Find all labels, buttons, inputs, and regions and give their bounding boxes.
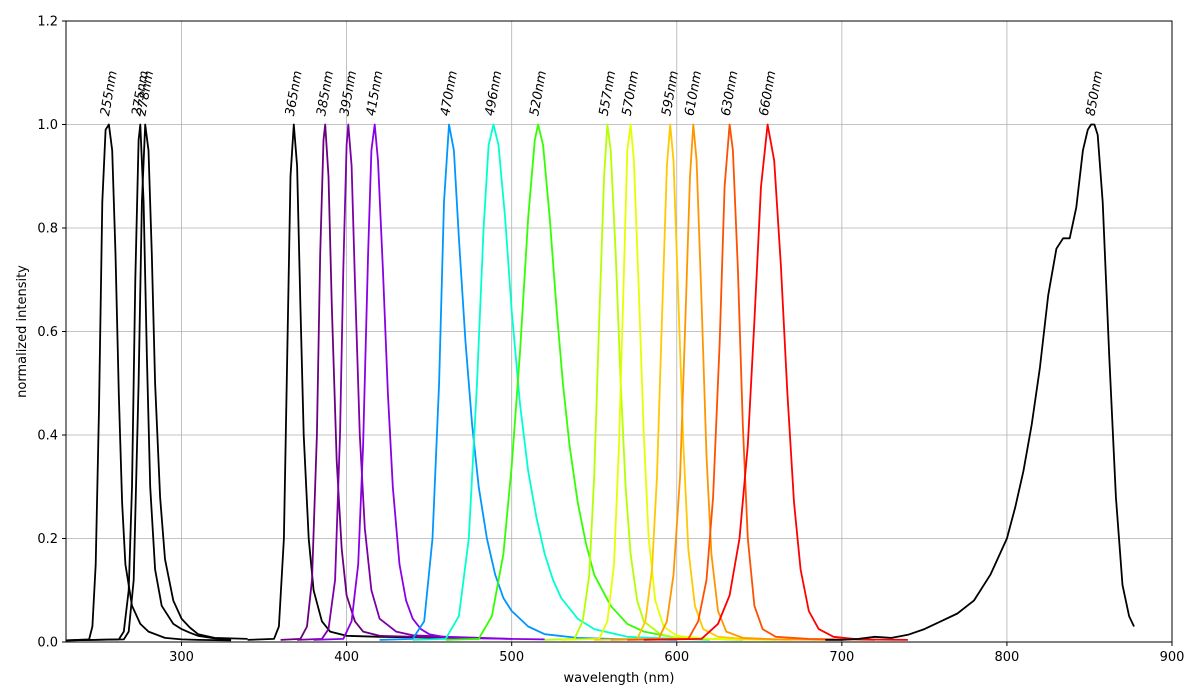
- series-660nm: [643, 123, 908, 641]
- peak-label-660nm: 660nm: [757, 70, 780, 118]
- y-axis-label: normalized intensity: [15, 265, 30, 398]
- series-610nm: [610, 123, 842, 641]
- peak-label-415nm: 415nm: [364, 70, 387, 118]
- series-278nm: [65, 123, 248, 642]
- peak-label-630nm: 630nm: [719, 70, 742, 118]
- peak-label-365nm: 365nm: [283, 70, 306, 118]
- x-axis-ticks: 300 400 500 600 700 800 900: [169, 642, 1184, 665]
- x-tick-label: 700: [829, 650, 854, 665]
- x-tick-label: 500: [499, 650, 524, 665]
- x-tick-label: 300: [169, 650, 194, 665]
- y-tick-label: 1.0: [37, 118, 58, 133]
- x-axis-label: wavelength (nm): [564, 671, 675, 686]
- x-tick-label: 600: [664, 650, 689, 665]
- peak-label-520nm: 520nm: [527, 70, 550, 118]
- y-tick-label: 0.4: [37, 429, 58, 444]
- series-255nm: [65, 123, 232, 642]
- x-tick-label: 900: [1160, 650, 1185, 665]
- series-275nm: [65, 123, 232, 642]
- peak-label-385nm: 385nm: [314, 70, 337, 118]
- y-tick-label: 0.2: [37, 532, 58, 547]
- x-tick-label: 800: [995, 650, 1020, 665]
- series-630nm: [627, 123, 875, 641]
- y-tick-label: 0.8: [37, 222, 58, 237]
- series-lines: [65, 123, 1135, 642]
- series-850nm: [825, 123, 1135, 641]
- peak-label-395nm: 395nm: [337, 70, 360, 118]
- series-470nm: [379, 123, 677, 641]
- series-395nm: [297, 123, 512, 641]
- y-tick-label: 0.6: [37, 325, 58, 340]
- y-tick-label: 1.2: [37, 15, 58, 30]
- peak-label-570nm: 570nm: [620, 70, 643, 118]
- peak-label-255nm: 255nm: [98, 70, 121, 118]
- peak-label-496nm: 496nm: [483, 70, 506, 118]
- series-385nm: [280, 123, 479, 641]
- series-570nm: [561, 123, 793, 641]
- peak-label-595nm: 595nm: [659, 70, 682, 118]
- series-365nm: [247, 123, 446, 641]
- peak-label-850nm: 850nm: [1084, 70, 1107, 118]
- y-axis-ticks: 0.0 0.2 0.4 0.6 0.8 1.0 1.2: [37, 15, 66, 651]
- series-595nm: [594, 123, 826, 641]
- x-tick-label: 400: [334, 650, 359, 665]
- peak-label-470nm: 470nm: [438, 70, 461, 118]
- series-520nm: [445, 123, 743, 641]
- series-496nm: [412, 123, 710, 641]
- peak-label-557nm: 557nm: [597, 70, 620, 118]
- series-415nm: [313, 123, 545, 641]
- y-tick-label: 0.0: [37, 636, 58, 651]
- peak-label-610nm: 610nm: [682, 70, 705, 118]
